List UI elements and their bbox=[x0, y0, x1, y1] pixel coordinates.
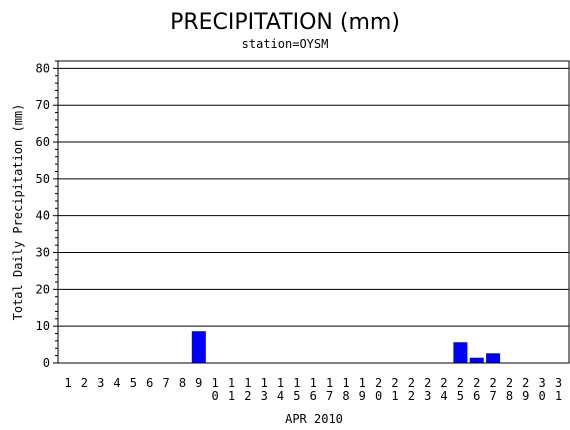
x-axis-label: APR 2010 bbox=[285, 412, 343, 426]
y-tick-label: 50 bbox=[36, 172, 50, 186]
y-axis-label: Total Daily Precipitation (mm) bbox=[11, 104, 25, 321]
x-tick-label: 1 bbox=[64, 376, 71, 390]
x-tick-label: 2 bbox=[81, 376, 88, 390]
bar-day-27 bbox=[486, 353, 501, 364]
gridlines bbox=[58, 67, 569, 327]
chart-subtitle: station=OYSM bbox=[242, 37, 329, 51]
chart-title: PRECIPITATION (mm) bbox=[170, 10, 400, 35]
bar-day-26 bbox=[469, 357, 484, 364]
x-tick-label: 7 bbox=[162, 376, 169, 390]
plot-frame bbox=[57, 60, 570, 364]
y-tick-label: 30 bbox=[36, 246, 50, 260]
x-axis-ticks: 1 2 3 4 5 6 7 8 9 1 01 11 21 31 41 51 61 71 81 92 02 12 22 32 42… bbox=[64, 376, 562, 403]
x-tick-label: 8 bbox=[179, 376, 186, 390]
y-tick-label: 60 bbox=[36, 135, 50, 149]
x-tick-label: 5 bbox=[130, 376, 137, 390]
x-tick-label: 3 bbox=[97, 376, 104, 390]
y-tick-label: 10 bbox=[36, 319, 50, 333]
bar-day-9 bbox=[191, 331, 206, 364]
y-tick-label: 0 bbox=[43, 356, 50, 370]
bars bbox=[191, 331, 501, 364]
x-tick-label: 9 bbox=[195, 376, 202, 390]
y-tick-label: 40 bbox=[36, 209, 50, 223]
y-tick-label: 70 bbox=[36, 98, 50, 112]
y-tick-label: 20 bbox=[36, 282, 50, 296]
y-axis-ticks: 0 10 20 30 40 50 60 70 80 bbox=[36, 60, 58, 370]
x-tick-label: 6 bbox=[146, 376, 153, 390]
x-tick-label: 4 bbox=[113, 376, 120, 390]
bar-day-25 bbox=[453, 342, 468, 364]
y-tick-label: 80 bbox=[36, 61, 50, 75]
